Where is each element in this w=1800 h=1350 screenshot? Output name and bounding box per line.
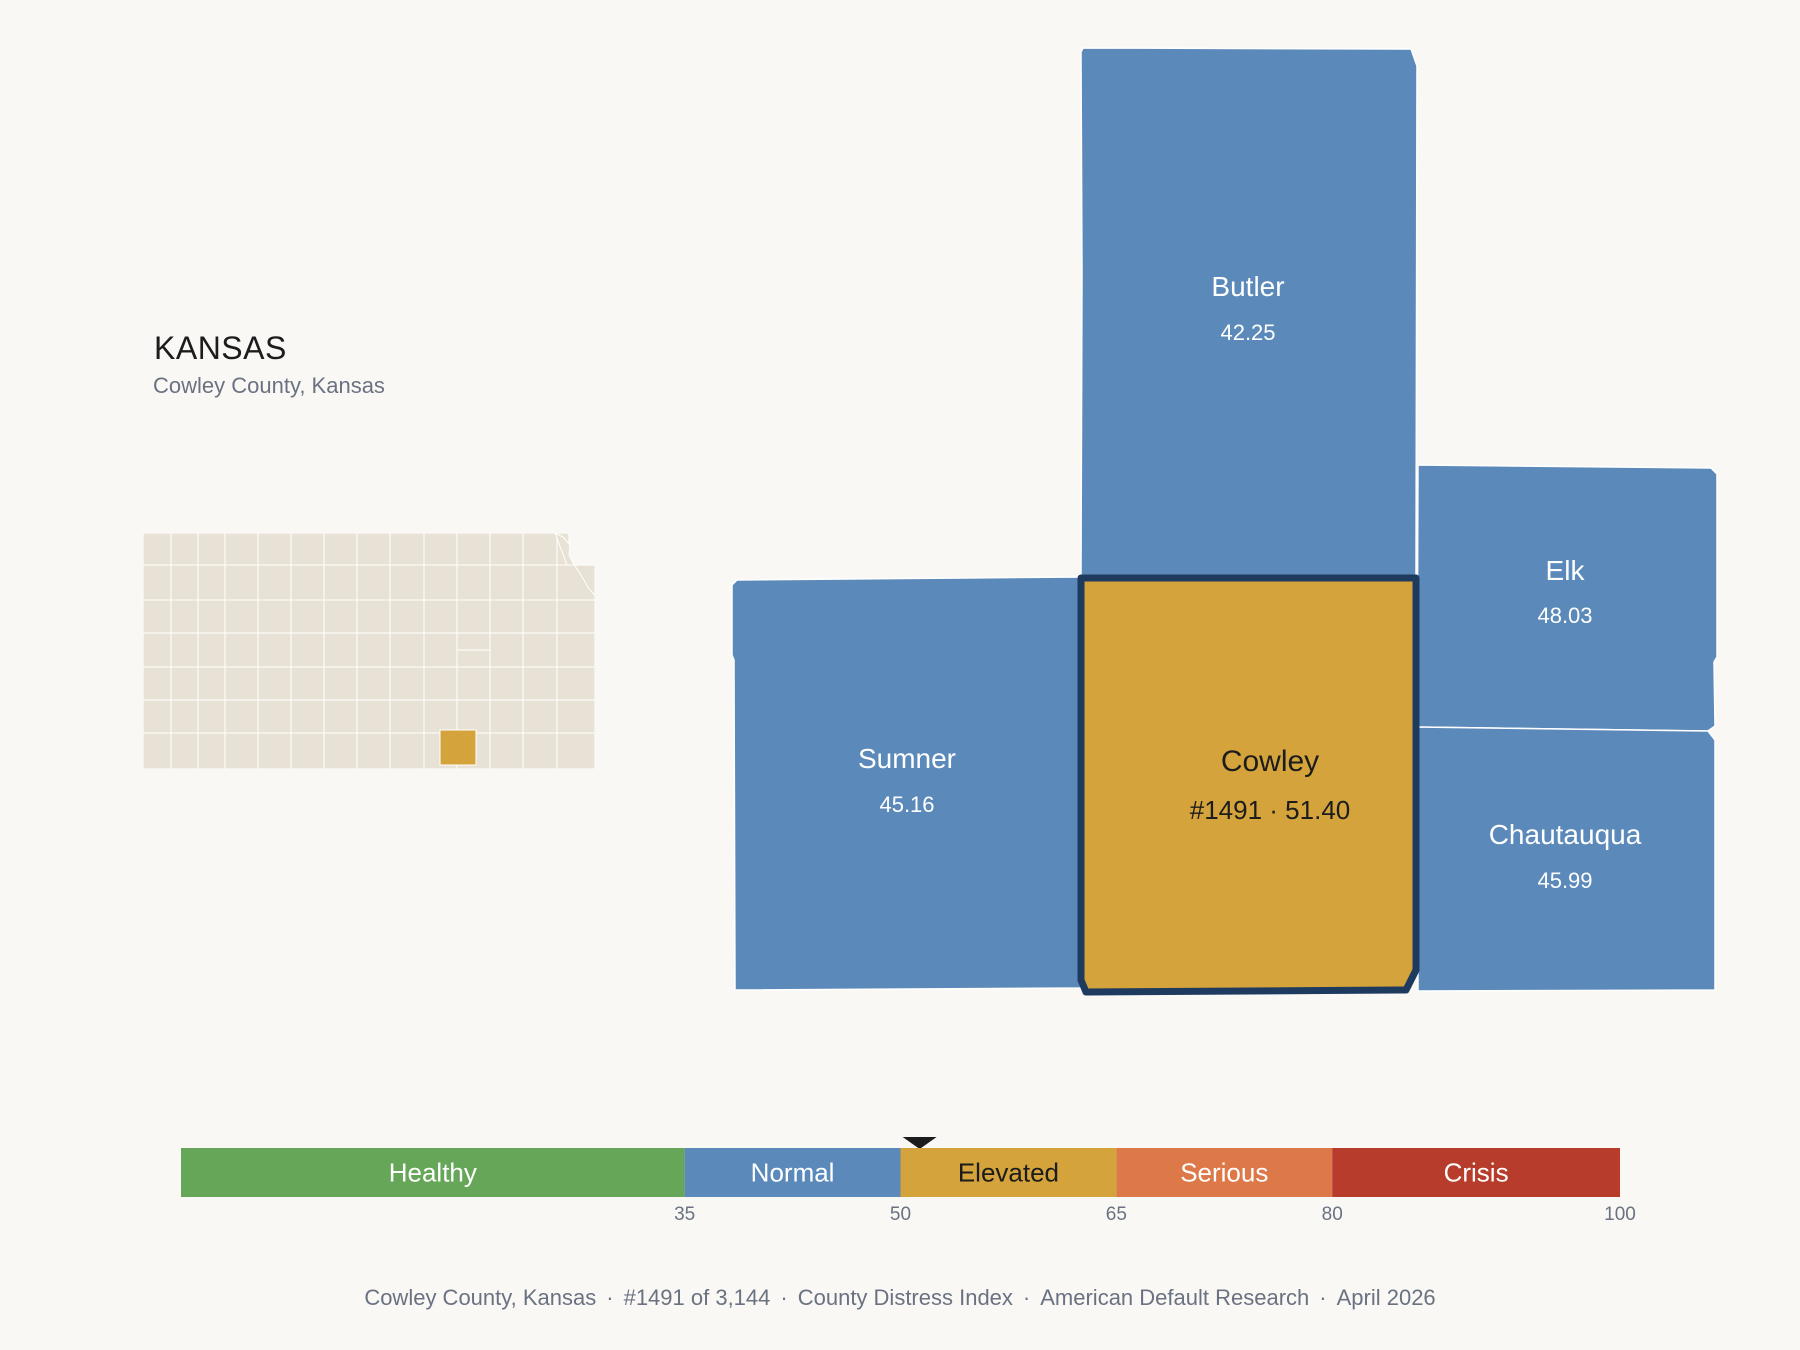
locator-county [356, 666, 391, 701]
locator-county [323, 564, 358, 601]
locator-county [522, 732, 558, 769]
locator-map [143, 533, 595, 769]
footer-source: American Default Research [1040, 1285, 1310, 1310]
neighbor-map: Butler 42.25 Elk 48.03 Sumner 45.16 Chau… [731, 47, 1718, 996]
locator-county [554, 533, 595, 596]
scale-band-label: Crisis [1444, 1158, 1509, 1188]
scale-band-label: Healthy [389, 1158, 477, 1188]
scale-band-healthy [181, 1148, 685, 1197]
county-cowley[interactable] [1077, 574, 1420, 996]
locator-county [257, 699, 292, 734]
scale-marker-icon [902, 1137, 937, 1149]
locator-county [257, 533, 292, 566]
locator-county [556, 699, 595, 734]
locator-county [257, 632, 292, 668]
locator-county [224, 564, 259, 601]
scale-tick-label: 50 [890, 1204, 911, 1225]
scale-tick-label: 80 [1322, 1204, 1343, 1225]
locator-county [389, 732, 425, 769]
locator-county [389, 666, 425, 701]
scale-band-label: Normal [751, 1158, 835, 1188]
locator-county [356, 699, 391, 734]
locator-county [257, 564, 292, 601]
locator-county [489, 732, 524, 769]
locator-county [522, 599, 558, 634]
footer: Cowley County, Kansas · #1491 of 3,144 · Cou… [0, 1285, 1800, 1311]
locator-county [197, 599, 226, 634]
locator-county [456, 699, 491, 734]
locator-county [556, 632, 595, 668]
locator-county [197, 564, 226, 601]
locator-county [143, 533, 172, 566]
locator-county [389, 632, 425, 668]
locator-county [456, 632, 491, 651]
locator-county [489, 666, 524, 701]
locator-county [290, 699, 325, 734]
county-label-elk: Elk [1546, 555, 1586, 586]
county-value-butler: 42.25 [1220, 320, 1275, 345]
locator-county [489, 632, 524, 668]
county-value-elk: 48.03 [1537, 603, 1592, 628]
scale-band-elevated [900, 1148, 1117, 1197]
scale-band-serious [1116, 1148, 1333, 1197]
locator-county [197, 632, 226, 668]
county-value-chautauqua: 45.99 [1537, 868, 1592, 893]
footer-separator: · [780, 1285, 788, 1310]
locator-county [556, 732, 595, 769]
focus-county-label: Cowley [1221, 745, 1319, 778]
locator-county [456, 599, 491, 634]
locator-county [290, 564, 325, 601]
locator-county [224, 666, 259, 701]
locator-county [556, 666, 595, 701]
county-label-chautauqua: Chautauqua [1489, 819, 1642, 850]
scale-band-crisis [1332, 1148, 1620, 1197]
locator-county [170, 732, 199, 769]
scale-tick-label: 100 [1604, 1204, 1636, 1225]
county-elk[interactable] [1416, 464, 1718, 732]
distress-scale: Healthy Normal Elevated Serious Crisis 35 50 6… [181, 1137, 1636, 1225]
scale-tick-label: 35 [674, 1204, 695, 1225]
footer-separator: · [1022, 1285, 1031, 1310]
locator-county [456, 564, 491, 601]
locator-highlight-county [439, 729, 477, 766]
locator-county [224, 699, 259, 734]
county-label-butler: Butler [1211, 271, 1284, 302]
locator-county [224, 732, 259, 769]
footer-separator: · [1319, 1285, 1327, 1310]
scale-tick-label: 65 [1106, 1204, 1127, 1225]
focus-county-value: #1491 · 51.40 [1190, 795, 1350, 825]
scale-band-label: Serious [1180, 1158, 1268, 1188]
state-title: KANSAS [154, 330, 287, 366]
locator-county [323, 732, 358, 769]
locator-county [170, 564, 199, 601]
locator-county-grid [143, 533, 595, 769]
locator-county [197, 732, 226, 769]
county-butler[interactable] [1080, 47, 1418, 577]
locator-county [170, 699, 199, 734]
county-chautauqua[interactable] [1416, 726, 1716, 992]
scale-band-label: Elevated [958, 1158, 1059, 1188]
state-subtitle: Cowley County, Kansas [153, 373, 385, 398]
footer-separator: · [606, 1285, 614, 1310]
locator-county [489, 599, 524, 634]
footer-index: County Distress Index [797, 1285, 1013, 1310]
locator-county [356, 732, 391, 769]
locator-county [323, 666, 358, 701]
locator-county [522, 564, 558, 601]
footer-date: April 2026 [1336, 1285, 1436, 1310]
county-label-sumner: Sumner [858, 743, 956, 774]
county-sumner[interactable] [731, 576, 1083, 991]
footer-place: Cowley County, Kansas [364, 1285, 597, 1310]
locator-county [356, 564, 391, 601]
county-value-sumner: 45.16 [879, 792, 934, 817]
locator-county [323, 632, 358, 668]
footer-rank: #1491 of 3,144 [623, 1285, 771, 1310]
locator-county [170, 632, 199, 668]
scale-band-normal [684, 1148, 901, 1197]
